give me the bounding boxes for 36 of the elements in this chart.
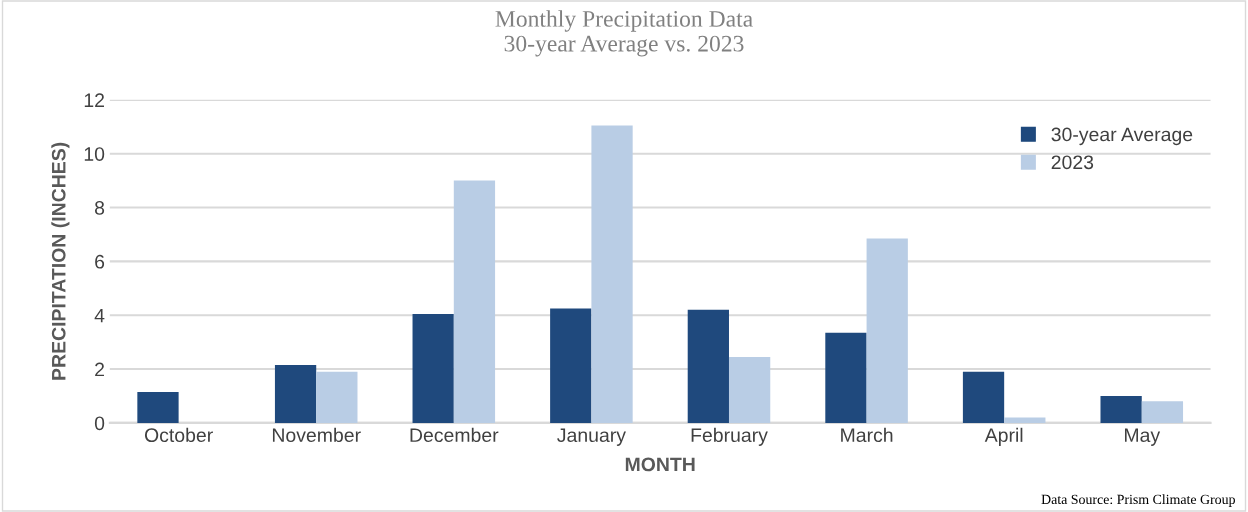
y-tick-label: 8	[94, 201, 105, 215]
y-tick-label: 0	[94, 416, 105, 431]
bar	[453, 180, 496, 423]
bar	[1100, 395, 1142, 423]
x-tick-label: January	[557, 428, 626, 446]
bar	[137, 391, 179, 423]
x-tick-label: May	[1124, 428, 1161, 446]
x-tick-label: October	[144, 427, 213, 443]
source-note: Data Source: Prism Climate Group	[1041, 494, 1235, 507]
y-axis-title: PRECIPITATION (INCHES)	[51, 142, 70, 380]
legend-label: 30-year Average	[1051, 127, 1193, 146]
bar	[866, 238, 908, 423]
legend-label: 2023	[1051, 155, 1094, 170]
bar	[962, 371, 1005, 423]
x-tick-label: March	[841, 427, 893, 443]
y-tick-label: 2	[95, 362, 104, 377]
bar	[591, 125, 633, 423]
x-tick-label: April	[984, 427, 1023, 446]
x-tick-label: November	[272, 427, 361, 443]
y-tick-label: 4	[94, 308, 105, 323]
x-tick-label: December	[410, 427, 499, 443]
y-tick-label: 10	[84, 147, 105, 161]
y-tick-label: 12	[84, 93, 104, 107]
bar	[728, 356, 771, 423]
x-tick-label: February	[691, 427, 768, 446]
chart-title: Monthly Precipitation Data 30-year Average vs. 2023	[495, 10, 753, 57]
bar	[412, 313, 454, 423]
x-axis-title: MONTH	[625, 457, 695, 472]
y-tick-label: 6	[95, 254, 105, 269]
bar	[1004, 417, 1046, 423]
bar	[687, 309, 729, 423]
bar	[825, 332, 867, 423]
bar	[550, 308, 592, 423]
bar	[274, 365, 317, 423]
bar	[316, 371, 358, 423]
bar	[1141, 401, 1184, 423]
